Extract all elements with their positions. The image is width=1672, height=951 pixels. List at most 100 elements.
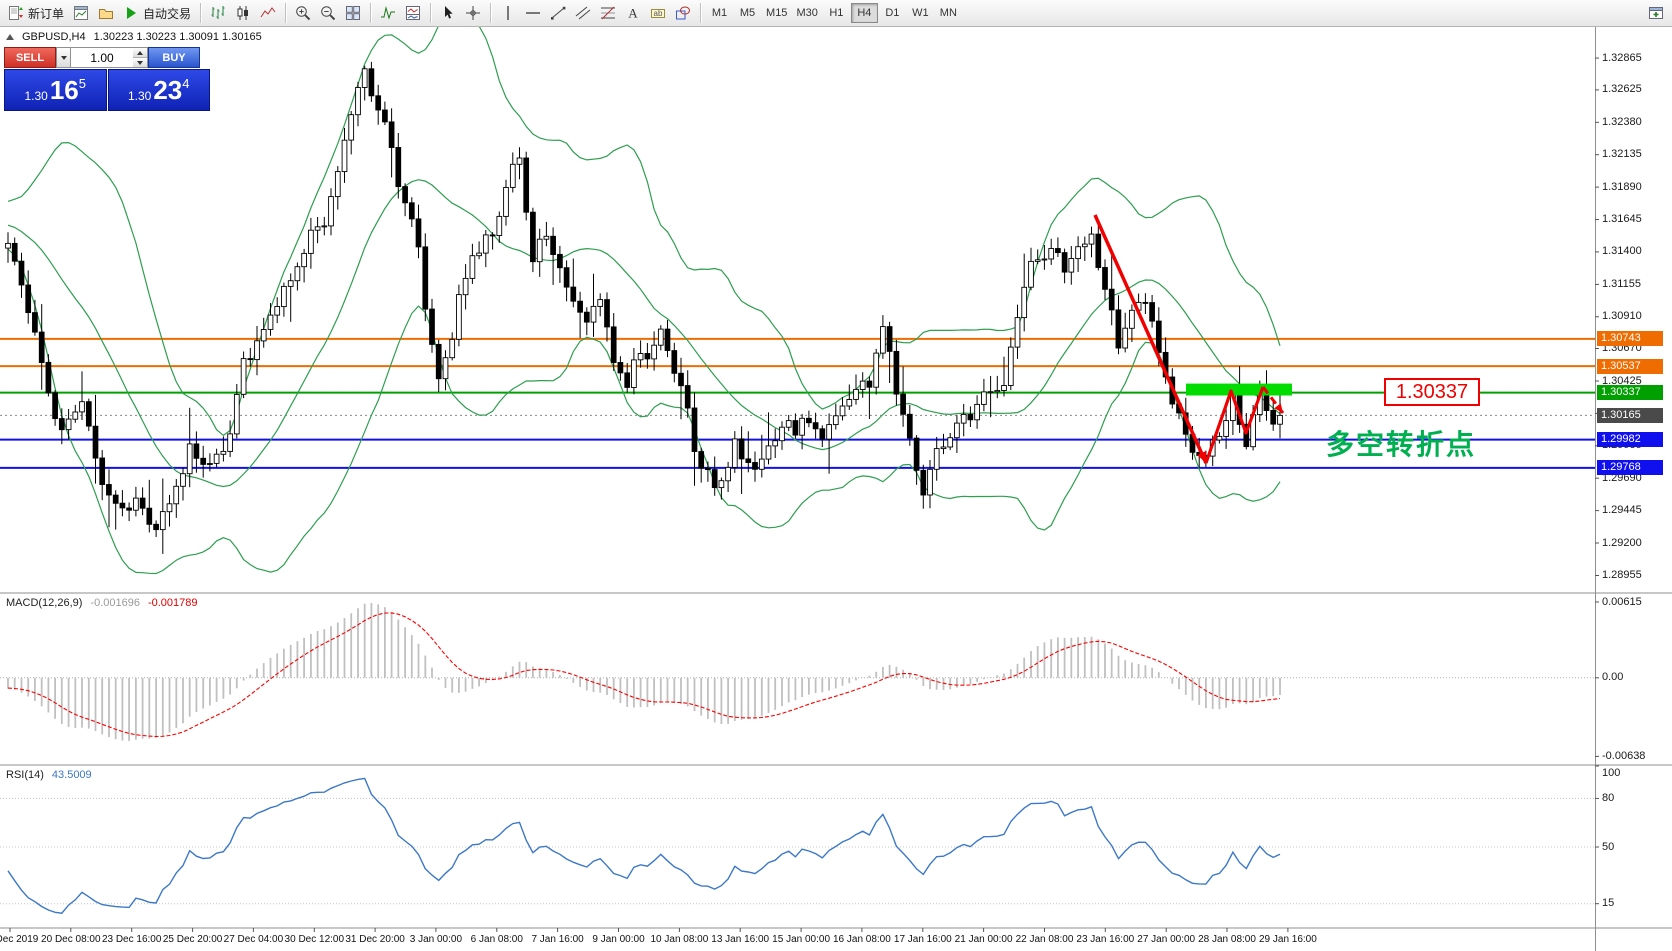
toolbar-button-new-chart[interactable]	[69, 2, 93, 24]
symbol-name: GBPUSD,H4	[22, 31, 86, 43]
caret-up-icon	[137, 50, 143, 55]
toolbar-button-crosshair[interactable]	[461, 2, 485, 24]
toolbar-button-profiles[interactable]	[94, 2, 118, 24]
toolbar-button-zoom-out[interactable]	[316, 2, 340, 24]
toolbar-button-shapes[interactable]	[671, 2, 695, 24]
one-click-collapse-icon[interactable]	[6, 34, 14, 40]
timeframe-button-H4[interactable]: H4	[850, 3, 878, 23]
trendline-icon	[551, 6, 566, 20]
buy-price-display[interactable]: 1.30 23 4	[107, 69, 210, 111]
macd-scale-label: -0.00638	[1602, 749, 1646, 762]
toolbar-separator	[370, 3, 372, 23]
toolbar-button-new-order[interactable]: 新订单	[4, 2, 68, 24]
macd-signal-line	[7, 612, 1281, 738]
price-line-tag: 1.30337	[1597, 385, 1663, 401]
time-axis-label: 23 Dec 16:00	[101, 934, 162, 945]
timeframe-button-D1[interactable]: D1	[879, 3, 906, 23]
timeframe-button-M15[interactable]: M15	[762, 3, 791, 23]
price-scale-tick: 1.31645	[1602, 213, 1642, 225]
macd-scale-label: 0.00	[1602, 671, 1624, 684]
time-axis-label: 29 Jan 16:00	[1258, 934, 1317, 945]
zoom-in-icon	[296, 6, 311, 21]
toolbar-button-vertical-line[interactable]	[496, 2, 520, 24]
time-axis-label: 22 Jan 08:00	[1015, 934, 1074, 945]
toolbar-button-text[interactable]: A	[621, 2, 645, 24]
volume-decrease-button[interactable]	[133, 58, 147, 67]
vertical-line-icon	[507, 6, 509, 20]
toolbar-button-equidistant-channel[interactable]	[571, 2, 595, 24]
timeframe-button-MN[interactable]: MN	[935, 3, 962, 23]
sell-price-display[interactable]: 1.30 16 5	[4, 69, 107, 111]
profiles-icon	[99, 9, 114, 19]
sell-button[interactable]: SELL	[4, 47, 56, 68]
time-axis-label: 28 Jan 08:00	[1198, 934, 1256, 945]
time-axis-label: 13 Jan 16:00	[711, 934, 770, 945]
rsi-label: RSI(14) 43.5009	[6, 769, 92, 781]
toolbar-button-indicators[interactable]	[376, 2, 400, 24]
volume-increase-button[interactable]	[133, 48, 147, 58]
price-scale-tick: 1.28955	[1602, 569, 1642, 581]
macd-label: MACD(12,26,9) -0.001696 -0.001789	[6, 597, 198, 609]
time-axis-label: 27 Dec 04:00	[223, 934, 284, 945]
indicator-windows-icon	[406, 6, 421, 20]
text-icon: A	[628, 6, 638, 21]
macd-signal-value: -0.001789	[147, 597, 198, 609]
time-axis-label: 23 Jan 16:00	[1076, 934, 1135, 945]
toolbar-button-candlestick-chart[interactable]	[231, 2, 255, 24]
toolbar-button-cursor[interactable]	[436, 2, 460, 24]
svg-text:ab: ab	[654, 9, 663, 18]
arrow-head	[1197, 451, 1206, 463]
timeframe-button-H1[interactable]: H1	[823, 3, 850, 23]
zigzag-projection[interactable]	[1204, 386, 1265, 464]
demand-zone-rectangle[interactable]	[1186, 383, 1292, 396]
bollinger-lower-band	[7, 248, 1281, 575]
toolbar-button-fibonacci[interactable]	[596, 2, 620, 24]
macd-histogram	[7, 603, 1281, 741]
toolbar-button-new-window[interactable]	[1644, 2, 1668, 24]
macd-name: MACD(12,26,9)	[6, 597, 83, 609]
time-axis-label: 15 Jan 00:00	[772, 934, 831, 945]
candlestick-series	[5, 61, 1283, 554]
timeframe-button-M30[interactable]: M30	[792, 3, 821, 23]
toolbar-button-zoom-in[interactable]	[291, 2, 315, 24]
time-axis-label: 6 Jan 08:00	[470, 934, 523, 945]
downtrend-arrow[interactable]	[1093, 214, 1208, 464]
turning-point-label[interactable]: 多空转折点	[1326, 429, 1477, 460]
price-callout[interactable]: 1.30337	[1384, 378, 1480, 406]
rsi-scale-label: 80	[1602, 791, 1615, 804]
cursor-icon	[445, 6, 453, 19]
chart-canvas[interactable]	[0, 27, 1672, 951]
timeframe-button-W1[interactable]: W1	[907, 3, 934, 23]
time-axis-label: 27 Jan 00:00	[1137, 934, 1196, 945]
toolbar-button-trendline[interactable]	[546, 2, 570, 24]
toolbar-button-text-label[interactable]: ab	[646, 2, 670, 24]
toolbar-button-tile-windows[interactable]	[341, 2, 365, 24]
price-line-tag: 1.30743	[1597, 331, 1663, 347]
time-axis-label: 31 Dec 20:00	[345, 934, 405, 945]
price-scale-tick: 1.31155	[1602, 277, 1641, 290]
volume-spinner	[133, 47, 148, 68]
price-line-tag: 1.29768	[1597, 460, 1663, 476]
timeframe-button-M1[interactable]: M1	[706, 3, 733, 23]
time-axis-label: 25 Dec 20:00	[162, 934, 223, 945]
shapes-icon	[676, 6, 691, 20]
toolbar-button-bar-chart[interactable]	[206, 2, 230, 24]
toolbar-button-line-chart[interactable]	[256, 2, 280, 24]
buy-button[interactable]: BUY	[148, 47, 200, 68]
toolbar-button-horizontal-line[interactable]	[521, 2, 545, 24]
toolbar-button-auto-trading[interactable]: 自动交易	[119, 2, 195, 24]
timeframe-button-M5[interactable]: M5	[734, 3, 761, 23]
toolbar-button-indicator-windows[interactable]	[401, 2, 425, 24]
price-scale-tick: 1.32625	[1602, 83, 1642, 96]
arrow-head	[1274, 403, 1283, 413]
caret-down-icon	[137, 60, 143, 65]
toolbar-separator	[200, 3, 202, 23]
new-order-label: 新订单	[28, 6, 65, 21]
time-axis-label: 10 Jan 08:00	[650, 934, 709, 945]
time-axis-label: 16 Jan 08:00	[832, 934, 891, 945]
volume-dropdown-button[interactable]	[56, 47, 71, 68]
time-axis-label: 21 Jan 00:00	[954, 934, 1013, 945]
rsi-scale-label: 100	[1602, 767, 1621, 779]
volume-input[interactable]	[71, 47, 133, 68]
